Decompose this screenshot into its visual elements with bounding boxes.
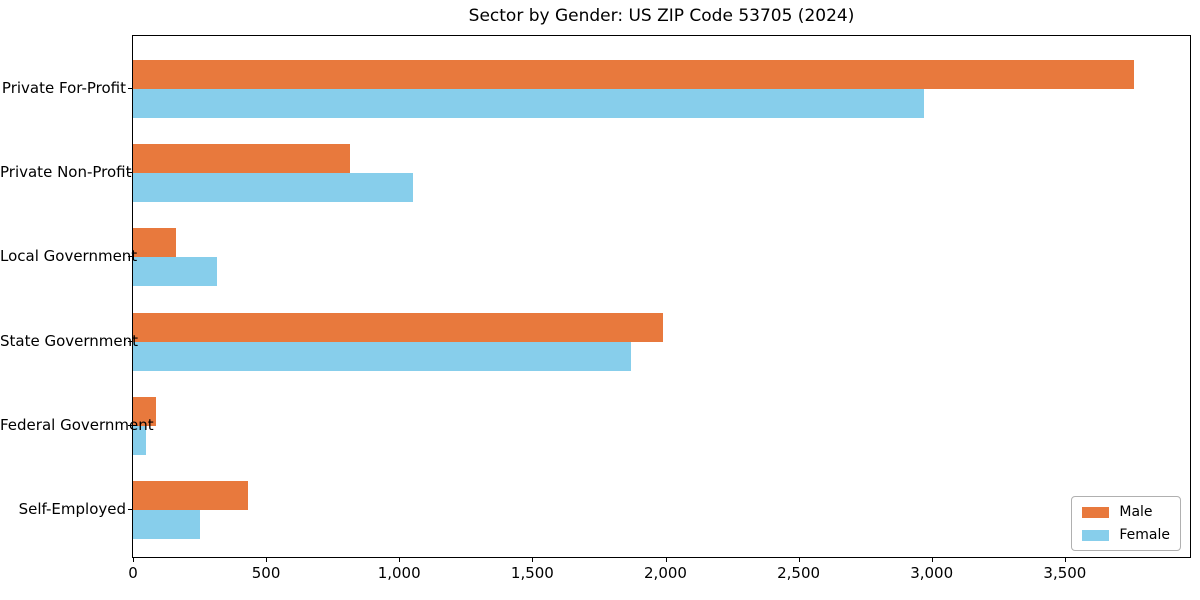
y-tick-mark xyxy=(128,424,132,426)
bar-male-federal-government xyxy=(133,396,156,426)
y-axis-label: Self-Employed xyxy=(18,500,126,518)
y-tick-mark xyxy=(128,340,132,342)
y-tick-mark xyxy=(128,172,132,174)
y-axis-label: Private Non-Profit xyxy=(0,163,132,182)
legend-item-male: Male xyxy=(1082,504,1170,520)
x-tick-label: 500 xyxy=(251,564,281,582)
bar-male-state-government xyxy=(133,312,663,342)
x-tick-label: 0 xyxy=(128,564,138,582)
x-tick-label: 3,000 xyxy=(910,564,954,582)
plot-area: Male Female xyxy=(132,35,1191,558)
bar-male-self-employed xyxy=(133,481,248,510)
y-tick-mark xyxy=(128,88,132,89)
x-tick-label: 2,500 xyxy=(777,564,821,582)
bar-female-federal-government xyxy=(133,425,147,455)
y-axis-label: Private For-Profit xyxy=(1,79,126,97)
bar-male-local-government xyxy=(133,228,176,258)
legend-label: Female xyxy=(1119,527,1170,543)
y-axis-label: Federal Government xyxy=(0,415,154,434)
legend: Male Female xyxy=(1071,496,1181,551)
bar-male-private-non-profit xyxy=(133,144,350,174)
bar-female-local-government xyxy=(133,257,217,287)
x-tick-mark xyxy=(532,558,534,562)
x-tick-mark xyxy=(1064,558,1066,562)
legend-label: Male xyxy=(1119,504,1153,520)
x-tick-mark xyxy=(399,558,401,562)
x-tick-label: 2,000 xyxy=(644,564,687,582)
x-tick-mark xyxy=(798,558,800,562)
legend-swatch-male xyxy=(1082,506,1110,518)
x-tick-mark xyxy=(665,558,667,562)
legend-item-female: Female xyxy=(1082,527,1170,543)
y-tick-mark xyxy=(128,256,132,258)
y-axis-label: State Government xyxy=(0,331,139,350)
bar-female-private-for-profit xyxy=(133,89,924,118)
y-axis-label: Local Government xyxy=(0,247,138,266)
x-tick-label: 1,500 xyxy=(510,564,554,582)
bar-male-private-for-profit xyxy=(133,60,1135,89)
x-tick-mark xyxy=(266,558,268,562)
x-tick-mark xyxy=(133,558,134,562)
y-tick-mark xyxy=(128,509,132,510)
legend-swatch-female xyxy=(1082,529,1110,541)
x-tick-mark xyxy=(931,558,933,562)
chart-title: Sector by Gender: US ZIP Code 53705 (202… xyxy=(468,6,855,26)
bar-female-state-government xyxy=(133,341,631,371)
bar-female-private-non-profit xyxy=(133,173,413,203)
x-tick-label: 3,500 xyxy=(1043,564,1087,582)
x-tick-label: 1,000 xyxy=(377,564,421,582)
bar-female-self-employed xyxy=(133,510,200,539)
